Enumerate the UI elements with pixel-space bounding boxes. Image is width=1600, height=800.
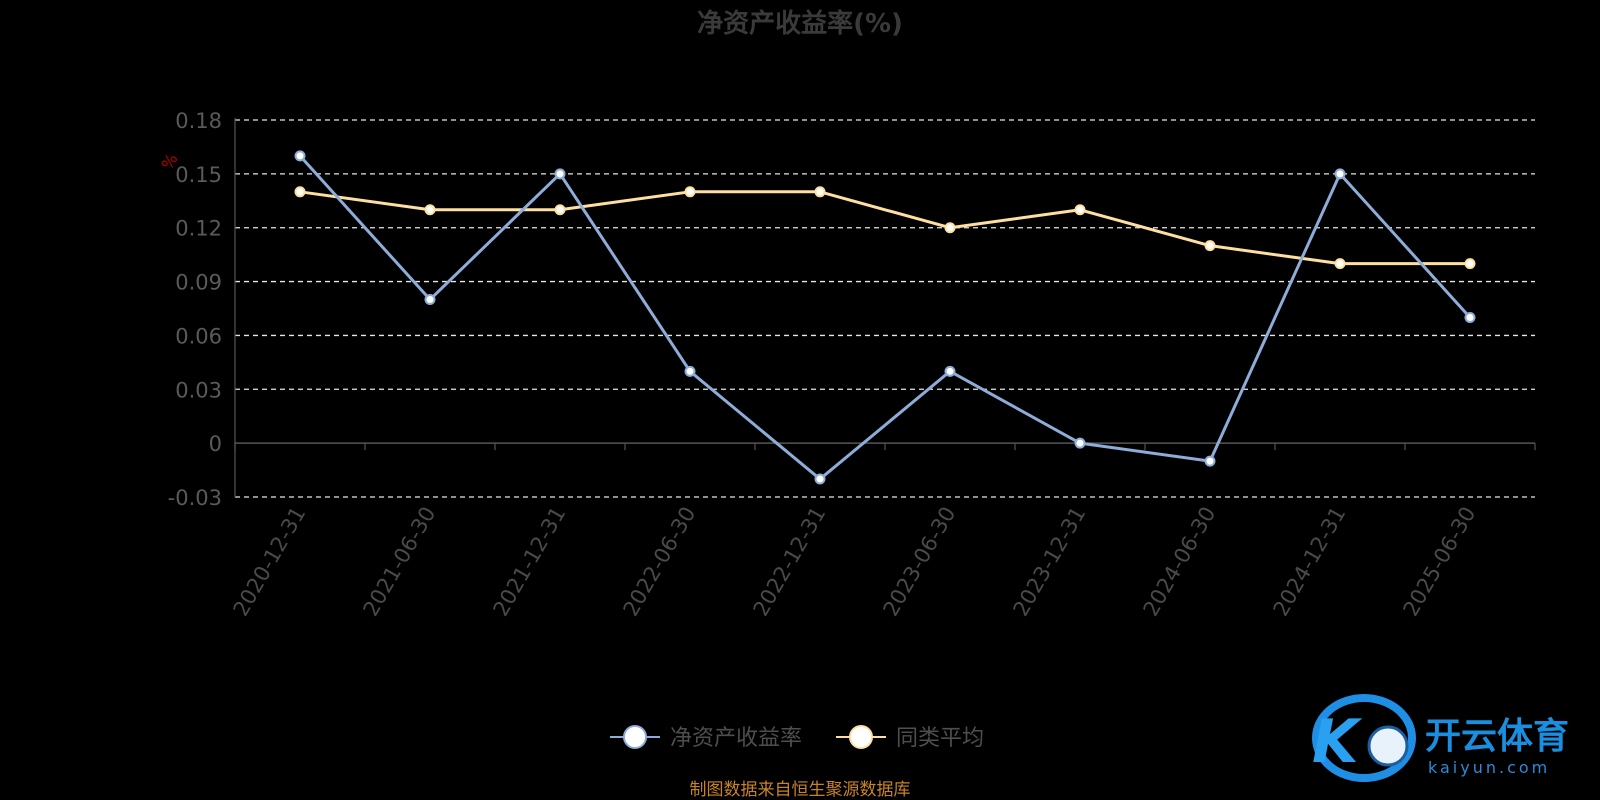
y-tick-label: 0.09	[175, 271, 222, 295]
x-tick-label: 2022-06-30	[619, 503, 701, 621]
data-point	[1334, 258, 1346, 270]
data-point	[814, 186, 826, 198]
grid-lines	[235, 119, 1535, 498]
data-point	[684, 186, 696, 198]
x-tick-label: 2022-12-31	[749, 503, 831, 621]
logo-k-glyph: K	[1312, 707, 1363, 777]
data-point	[554, 168, 566, 180]
legend[interactable]: 净资产收益率 同类平均	[610, 725, 984, 751]
data-point	[294, 186, 306, 198]
data-point	[1074, 204, 1086, 216]
x-tick-label: 2024-12-31	[1269, 503, 1351, 621]
y-tick-label: 0.18	[175, 109, 222, 133]
x-tick-label: 2021-12-31	[489, 503, 571, 621]
data-point	[944, 365, 956, 377]
chart-title: 净资产收益率(%)	[697, 8, 903, 39]
soccer-ball-icon	[1367, 725, 1409, 767]
data-point	[944, 222, 956, 234]
series-line-0	[298, 154, 1472, 481]
series-layer	[294, 150, 1476, 485]
x-tick-label: 2021-06-30	[359, 503, 441, 621]
data-point	[1074, 437, 1086, 449]
data-point	[294, 150, 306, 162]
data-source-note: 制图数据来自恒生聚源数据库	[690, 780, 911, 800]
y-tick-label: 0.03	[175, 378, 222, 402]
x-tick-label: 2025-06-30	[1399, 503, 1481, 621]
data-point	[1204, 240, 1216, 252]
x-tick-label: 2023-12-31	[1009, 503, 1091, 621]
series-line-1	[299, 190, 1470, 266]
logo-ring-icon	[1312, 694, 1416, 782]
y-tick-label: 0.06	[175, 324, 222, 348]
watermark-logo: K 开云体育 kaiyun.com	[1312, 694, 1569, 782]
data-point	[1204, 455, 1216, 467]
legend-item-roe[interactable]: 净资产收益率	[610, 725, 802, 751]
y-tick-label: -0.03	[168, 486, 222, 510]
legend-marker-peer-average	[849, 725, 873, 749]
x-tick-labels: 2020-12-31 2021-06-30 2021-12-31 2022-06-30…	[229, 503, 1481, 621]
legend-label-roe: 净资产收益率	[670, 726, 802, 751]
watermark-domain: kaiyun.com	[1428, 758, 1550, 777]
data-point	[1334, 168, 1346, 180]
legend-item-peer-average[interactable]: 同类平均	[836, 725, 984, 751]
data-point	[684, 365, 696, 377]
y-tick-labels: 0.18 0.15 0.12 0.09 0.06 0.03 0 -0.03	[168, 109, 222, 510]
y-tick-label: 0.15	[175, 163, 222, 187]
x-tick-label: 2023-06-30	[879, 503, 961, 621]
legend-label-peer-average: 同类平均	[896, 726, 984, 751]
data-point	[424, 294, 436, 306]
data-point	[1464, 258, 1476, 270]
data-point	[554, 204, 566, 216]
watermark-brand: 开云体育	[1425, 716, 1569, 757]
y-tick-label: 0.12	[175, 217, 222, 241]
data-point	[1464, 311, 1476, 323]
data-point	[424, 204, 436, 216]
legend-marker-roe	[623, 725, 647, 749]
x-tick-label: 2024-06-30	[1139, 503, 1221, 621]
axes	[234, 118, 1536, 497]
data-point	[814, 473, 826, 485]
x-tick-label: 2020-12-31	[229, 503, 311, 621]
y-tick-label: 0	[209, 432, 222, 456]
